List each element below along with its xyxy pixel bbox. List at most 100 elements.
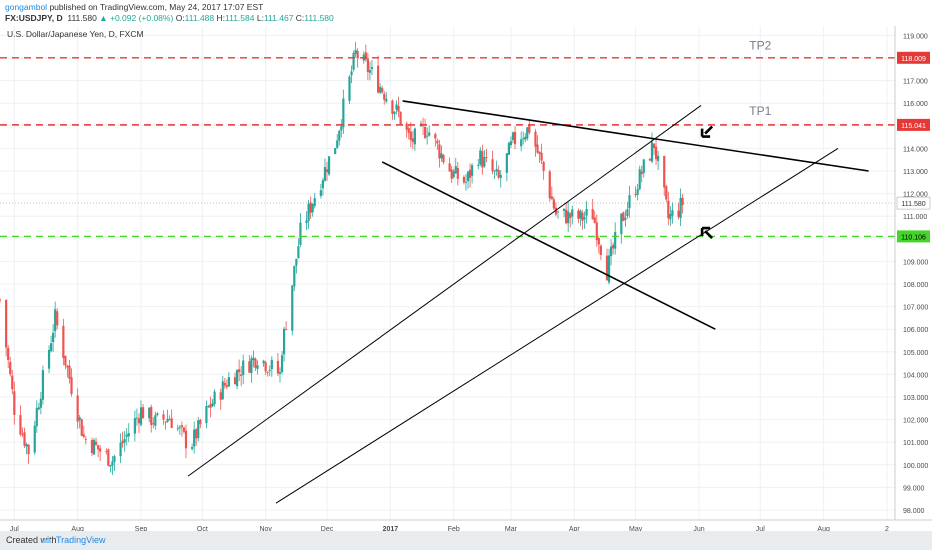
- candle-up: [352, 52, 355, 70]
- candle-down: [364, 52, 367, 60]
- x-tick-label: Feb: [448, 526, 460, 531]
- candle-down: [605, 255, 609, 281]
- price-label-bg: [897, 51, 930, 64]
- candle-up: [295, 258, 298, 266]
- candle-down: [366, 58, 369, 72]
- candle-down: [622, 212, 625, 222]
- candle-down: [137, 418, 141, 424]
- candle-up: [168, 419, 171, 421]
- candle-up: [368, 70, 372, 73]
- candle-down: [356, 51, 359, 59]
- candle-down: [462, 176, 466, 183]
- candle-down: [663, 155, 666, 188]
- candle-up: [607, 255, 611, 283]
- candle-up: [452, 171, 455, 178]
- candle-down: [152, 423, 155, 425]
- candle-down: [84, 438, 87, 440]
- candle-up: [466, 171, 470, 182]
- candle-up: [191, 447, 194, 449]
- publish-info: published on TradingView.com, May 24, 20…: [49, 2, 264, 12]
- candle-down: [264, 362, 267, 372]
- candle-down: [70, 377, 73, 394]
- candle-up: [669, 214, 672, 220]
- candle-up: [505, 153, 508, 173]
- candle-up: [524, 136, 527, 140]
- candle-down: [407, 128, 410, 133]
- candle-up: [111, 461, 114, 466]
- candle-up: [109, 465, 112, 467]
- symbol-name[interactable]: FX:USDJPY, D: [5, 13, 63, 23]
- candle-up: [522, 138, 525, 140]
- candle-up: [211, 403, 214, 407]
- candle-up: [477, 164, 480, 166]
- down-arrow-icon: [700, 125, 714, 138]
- x-tick-label: Jul: [756, 526, 765, 531]
- candle-up: [395, 104, 398, 110]
- candle-up: [125, 434, 128, 437]
- candle-down: [391, 100, 394, 114]
- y-tick-label: 98.000: [903, 508, 925, 515]
- tradingview-brand[interactable]: TradingView: [56, 535, 106, 545]
- time-axis[interactable]: Jul Aug Sep Oct Nov Dec 2017 Feb Mar Apr May Jun Jul…: [10, 526, 889, 531]
- x-tick-label: Mar: [505, 526, 518, 531]
- candle-down: [325, 169, 329, 173]
- tradingview-logo-icon: [41, 536, 53, 544]
- candle-down: [442, 155, 445, 163]
- y-tick-label: 111.000: [903, 214, 927, 221]
- candle-down: [405, 123, 408, 130]
- candle-up: [41, 370, 45, 400]
- price-label: 118.009: [901, 56, 926, 63]
- candle-up: [511, 132, 515, 141]
- candle-down: [94, 441, 98, 445]
- x-tick-label: 2: [885, 526, 889, 531]
- ohlc-open: 111.488: [184, 13, 215, 23]
- candle-up: [156, 413, 159, 415]
- candle-down: [383, 93, 386, 100]
- candle-up: [567, 211, 570, 224]
- candle-down: [80, 419, 83, 436]
- x-tick-label: Aug: [71, 526, 84, 531]
- candle-up: [338, 130, 341, 141]
- candle-up: [297, 246, 300, 258]
- price-change: ▲ +0.092 (+0.08%): [99, 13, 174, 23]
- candle-up: [282, 328, 286, 355]
- candle-down: [450, 169, 453, 179]
- candle-down: [184, 430, 188, 449]
- candle-down: [497, 170, 500, 178]
- candle-up: [571, 209, 574, 217]
- price-chart[interactable]: TP2 TP1 98.000 99.000 100.000 101.000 102.000…: [0, 26, 932, 531]
- candle-up: [242, 360, 245, 375]
- candle-down: [209, 404, 212, 408]
- candle-up: [268, 369, 271, 371]
- candle-up: [207, 406, 210, 407]
- candle-up: [327, 156, 331, 175]
- candle-down: [436, 140, 439, 144]
- ohlc-c-label: C:: [295, 13, 305, 23]
- candle-down: [199, 419, 202, 425]
- y-tick-label: 102.000: [903, 418, 928, 425]
- candle-down: [552, 199, 555, 209]
- candle-down: [162, 414, 165, 420]
- candle-down: [485, 157, 488, 158]
- y-tick-label: 114.000: [903, 146, 928, 153]
- arrow-head: [700, 128, 711, 138]
- y-tick-label: 99.000: [903, 485, 925, 492]
- candle-down: [548, 171, 551, 199]
- candle-up: [579, 210, 582, 219]
- candle-up: [471, 165, 474, 176]
- candle-up: [139, 407, 143, 425]
- candle-up: [454, 166, 457, 174]
- candle-up: [614, 232, 617, 249]
- trend-line-channel-lower: [275, 147, 839, 504]
- annotations: TP2 TP1: [700, 38, 772, 239]
- candle-up: [656, 155, 660, 161]
- candle-up: [49, 343, 53, 352]
- x-tick-label: Jul: [10, 526, 19, 531]
- x-tick-label: 2017: [383, 526, 399, 531]
- candle-up: [133, 418, 136, 434]
- candle-up: [319, 190, 322, 197]
- ohlc-l-label: L:: [256, 13, 264, 23]
- author-link[interactable]: gongambol: [5, 2, 48, 12]
- candle-down: [238, 369, 241, 373]
- candle-up: [520, 139, 523, 147]
